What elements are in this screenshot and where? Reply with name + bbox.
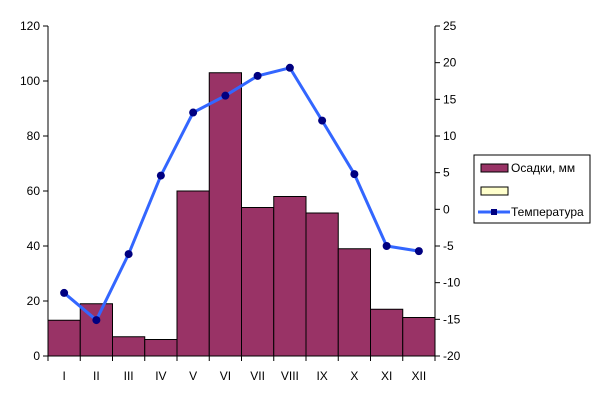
temperature-point <box>156 171 165 180</box>
precipitation-bar <box>370 308 404 357</box>
x-tick-label: III <box>124 369 134 383</box>
x-tick-label: XI <box>381 369 392 383</box>
precipitation-bar <box>112 336 146 357</box>
left-tick-label: 120 <box>20 19 40 33</box>
precipitation-bar <box>176 190 210 357</box>
right-tick-label: -5 <box>443 239 454 253</box>
precipitation-bar <box>337 248 371 357</box>
right-tick-label: -20 <box>443 349 461 363</box>
precipitation-bar <box>208 72 242 357</box>
x-tick-label: VI <box>220 369 231 383</box>
x-tick-label: I <box>62 369 65 383</box>
left-tick-label: 60 <box>27 184 41 198</box>
temperature-point <box>60 288 69 297</box>
x-tick-label: IV <box>155 369 166 383</box>
temperature-line <box>63 66 420 323</box>
right-tick-label: 0 <box>443 202 450 216</box>
left-tick-label: 20 <box>27 294 41 308</box>
temperature-point <box>221 91 230 100</box>
precipitation-bar <box>305 212 339 357</box>
right-tick-label: 15 <box>443 92 457 106</box>
temperature-point <box>189 108 198 117</box>
temperature-point <box>124 250 133 259</box>
precipitation-bar <box>241 207 275 357</box>
right-tick-label: 25 <box>443 19 457 33</box>
legend-marker-temperature <box>491 209 497 215</box>
right-tick-label: 5 <box>443 166 450 180</box>
legend-swatch-precipitation <box>480 163 509 173</box>
left-tick-label: 100 <box>20 74 40 88</box>
right-tick-label: -15 <box>443 312 461 326</box>
temperature-point <box>285 63 294 72</box>
legend-label-temperature: Температура <box>511 205 584 219</box>
precipitation-bar <box>402 317 436 357</box>
right-tick-label: 20 <box>443 56 457 70</box>
x-tick-label: VIII <box>281 369 299 383</box>
right-tick-label: -10 <box>443 276 461 290</box>
right-tick-label: 10 <box>443 129 457 143</box>
x-tick-label: IX <box>316 369 327 383</box>
x-tick-label: VII <box>250 369 265 383</box>
temperature-point <box>350 170 359 179</box>
x-tick-label: V <box>189 369 197 383</box>
temperature-point <box>253 71 262 80</box>
left-tick-label: 80 <box>27 129 41 143</box>
temperature-point <box>414 247 423 256</box>
temperature-point <box>382 242 391 250</box>
temperature-point <box>318 116 327 125</box>
temperature-point <box>92 316 101 325</box>
x-tick-label: II <box>93 369 100 383</box>
precipitation-bar <box>47 319 81 357</box>
left-tick-label: 40 <box>27 239 41 253</box>
legend-swatch-empty <box>480 186 509 196</box>
legend-label-precipitation: Осадки, мм <box>511 161 575 175</box>
precipitation-bar <box>144 339 178 357</box>
left-tick-label: 0 <box>33 349 40 363</box>
x-tick-label: X <box>350 369 358 383</box>
precipitation-bar <box>273 196 307 357</box>
x-tick-label: XII <box>412 369 427 383</box>
